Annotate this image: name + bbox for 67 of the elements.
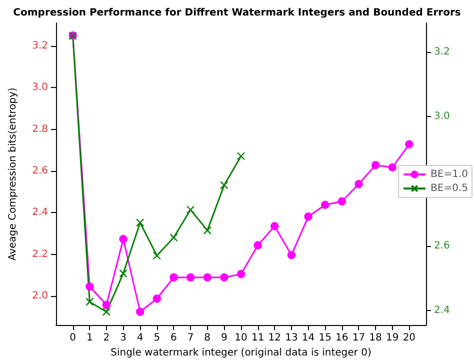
y2-tick-label: 3.2 bbox=[434, 46, 450, 58]
point bbox=[236, 270, 246, 278]
y2-tick-label: 2.4 bbox=[434, 305, 450, 316]
point bbox=[102, 308, 111, 316]
x-tick-label: 10 bbox=[234, 332, 248, 344]
point bbox=[236, 152, 246, 160]
x-tick-label: 2 bbox=[103, 332, 110, 344]
y-tick-label: 3.2 bbox=[32, 40, 48, 52]
x-tick-label: 1 bbox=[86, 332, 93, 344]
point bbox=[321, 200, 330, 209]
point bbox=[338, 197, 346, 206]
x-tick-label: 4 bbox=[136, 332, 144, 344]
x-tick-label: 12 bbox=[268, 332, 282, 344]
y2-tick-label: 3.0 bbox=[434, 111, 450, 122]
x-tick-label: 19 bbox=[386, 332, 399, 344]
y-tick-label: 2.2 bbox=[32, 248, 48, 260]
point bbox=[152, 294, 162, 303]
point bbox=[170, 233, 178, 242]
point bbox=[170, 273, 178, 282]
point bbox=[220, 273, 228, 282]
point bbox=[203, 226, 212, 235]
x-tick-label: 15 bbox=[318, 332, 332, 344]
x-tick-label: 20 bbox=[402, 332, 416, 344]
x-tick-label: 3 bbox=[120, 332, 126, 344]
point bbox=[354, 180, 363, 188]
y-tick-label: 2.4 bbox=[32, 207, 48, 218]
y-tick-label: 3.0 bbox=[32, 82, 48, 94]
point bbox=[287, 251, 296, 260]
point bbox=[119, 234, 128, 244]
point bbox=[220, 181, 228, 190]
y-tick-label: 2.8 bbox=[32, 124, 48, 135]
x-tick-label: 8 bbox=[204, 332, 211, 344]
x-tick-label: 17 bbox=[352, 332, 366, 344]
x-tick-label: 9 bbox=[220, 332, 228, 344]
x-tick-label: 7 bbox=[187, 332, 194, 344]
point bbox=[86, 282, 94, 291]
y-tick-label: 2.0 bbox=[32, 290, 48, 302]
point bbox=[119, 269, 128, 278]
legend-label: BE=0.5 bbox=[430, 183, 468, 194]
chart-title: Compression Performance for Diffrent Watermark Integers and Bounded Errors bbox=[13, 8, 461, 18]
x-tick-label: 0 bbox=[70, 332, 76, 344]
point bbox=[388, 163, 396, 172]
point bbox=[86, 298, 94, 306]
point bbox=[152, 252, 162, 260]
y2-tick-label: 2.6 bbox=[434, 240, 450, 252]
x-tick-label: 16 bbox=[336, 332, 348, 344]
point bbox=[270, 222, 279, 230]
point bbox=[405, 140, 414, 148]
x-tick-label: 6 bbox=[170, 332, 177, 344]
x-axis-title: Single watermark integer (original data is integer 0) bbox=[110, 348, 372, 358]
y-axis-title: Aveage Compression bits(entropy) bbox=[8, 87, 18, 261]
point bbox=[203, 273, 212, 282]
point bbox=[371, 160, 380, 170]
x-tick-label: 18 bbox=[369, 332, 382, 344]
y-tick-label: 2.6 bbox=[32, 165, 48, 176]
x-tick-label: 14 bbox=[302, 332, 315, 344]
point bbox=[254, 241, 262, 250]
x-tick-label: 13 bbox=[285, 332, 298, 344]
point bbox=[304, 212, 312, 221]
point bbox=[102, 300, 111, 309]
point bbox=[186, 206, 195, 214]
point bbox=[136, 218, 144, 227]
point bbox=[136, 308, 144, 316]
x-tick-label: 5 bbox=[154, 332, 160, 344]
x-tick-label: 11 bbox=[251, 332, 264, 344]
point bbox=[186, 273, 195, 282]
legend-label: BE=1.0 bbox=[430, 169, 468, 180]
